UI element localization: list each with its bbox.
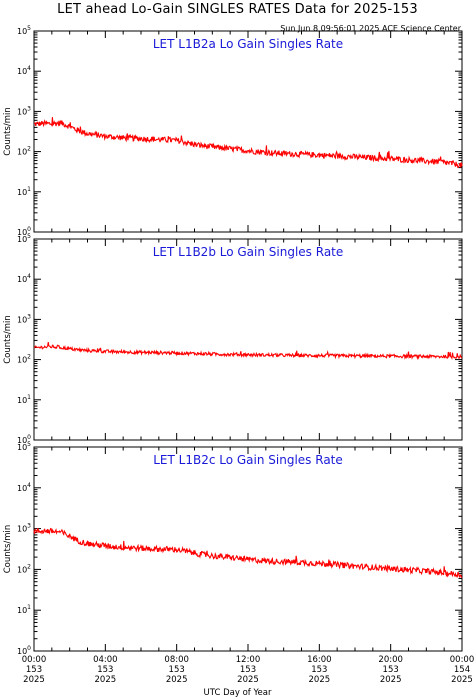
y-tick-exponent: 1: [27, 604, 31, 611]
y-tick-exponent: 1: [27, 394, 31, 401]
y-tick-label: 103: [17, 313, 31, 324]
plot-frame: [33, 446, 463, 652]
y-tick-label: 105: [17, 233, 31, 244]
x-tick-label: 12:00: [236, 655, 261, 665]
series-line: [33, 117, 463, 169]
x-tick-label: 2025: [166, 675, 188, 685]
y-tick-label: 101: [17, 394, 31, 405]
x-tick-label: 04:00: [93, 655, 118, 665]
y-tick-exponent: 3: [27, 313, 31, 320]
y-tick-exponent: 4: [27, 482, 31, 489]
y-tick-exponent: 0: [27, 645, 31, 652]
y-tick-exponent: 5: [27, 233, 31, 240]
y-tick-exponent: 0: [27, 434, 31, 441]
y-axis-label: Counts/min: [3, 107, 13, 156]
y-tick-label: 103: [17, 523, 31, 534]
panel-title: LET L1B2b Lo Gain Singles Rate: [153, 245, 344, 259]
y-tick-label: 104: [17, 482, 31, 493]
x-tick-label: 20:00: [378, 655, 403, 665]
y-axis-label: Counts/min: [3, 525, 13, 574]
x-tick-label: 08:00: [164, 655, 189, 665]
y-tick-exponent: 5: [27, 25, 31, 32]
y-tick-exponent: 2: [27, 354, 31, 361]
y-tick-exponent: 4: [27, 65, 31, 72]
y-tick-exponent: 3: [27, 523, 31, 530]
y-tick-exponent: 2: [27, 146, 31, 153]
x-tick-label: 2025: [451, 675, 473, 685]
panel-title: LET L1B2c Lo Gain Singles Rate: [153, 453, 343, 467]
y-tick-exponent: 1: [27, 186, 31, 193]
plot-frame: [33, 238, 463, 441]
y-axis-label: Counts/min: [3, 315, 13, 364]
y-tick-label: 100: [17, 645, 31, 656]
y-tick-label: 100: [17, 226, 31, 237]
x-tick-label: 153: [26, 665, 42, 675]
y-tick-label: 104: [17, 273, 31, 284]
y-tick-exponent: 2: [27, 563, 31, 570]
x-tick-label: 153: [240, 665, 256, 675]
x-tick-label: 2025: [23, 675, 45, 685]
y-tick-exponent: 4: [27, 273, 31, 280]
series-line: [33, 527, 463, 579]
series-line: [33, 341, 463, 361]
x-tick-label: 153: [383, 665, 399, 675]
x-tick-label: 2025: [237, 675, 259, 685]
x-tick-label: 2025: [309, 675, 331, 685]
panel-title: LET L1B2a Lo Gain Singles Rate: [153, 37, 343, 51]
y-tick-label: 104: [17, 65, 31, 76]
x-tick-label: 153: [97, 665, 113, 675]
x-tick-label: 153: [311, 665, 327, 675]
x-tick-label: 2025: [380, 675, 402, 685]
x-tick-label: 154: [454, 665, 470, 675]
y-tick-label: 105: [17, 25, 31, 36]
x-tick-label: 00:00: [22, 655, 47, 665]
y-tick-label: 102: [17, 354, 31, 365]
y-tick-label: 101: [17, 186, 31, 197]
y-tick-exponent: 0: [27, 226, 31, 233]
x-tick-label: 00:00: [450, 655, 475, 665]
y-tick-label: 105: [17, 441, 31, 452]
y-tick-label: 102: [17, 146, 31, 157]
y-tick-label: 100: [17, 434, 31, 445]
x-tick-label: 153: [169, 665, 185, 675]
y-tick-label: 102: [17, 563, 31, 574]
plot-frame: [33, 30, 463, 233]
y-tick-label: 101: [17, 604, 31, 615]
x-axis-label: UTC Day of Year: [203, 688, 272, 698]
y-tick-exponent: 3: [27, 105, 31, 112]
x-tick-label: 16:00: [307, 655, 332, 665]
timestamp: Sun Jun 8 09:56:01 2025 ACE Science Cent…: [280, 24, 461, 33]
y-tick-exponent: 5: [27, 441, 31, 448]
page-title: LET ahead Lo-Gain SINGLES RATES Data for…: [57, 2, 418, 17]
x-tick-label: 2025: [95, 675, 117, 685]
y-tick-label: 103: [17, 105, 31, 116]
